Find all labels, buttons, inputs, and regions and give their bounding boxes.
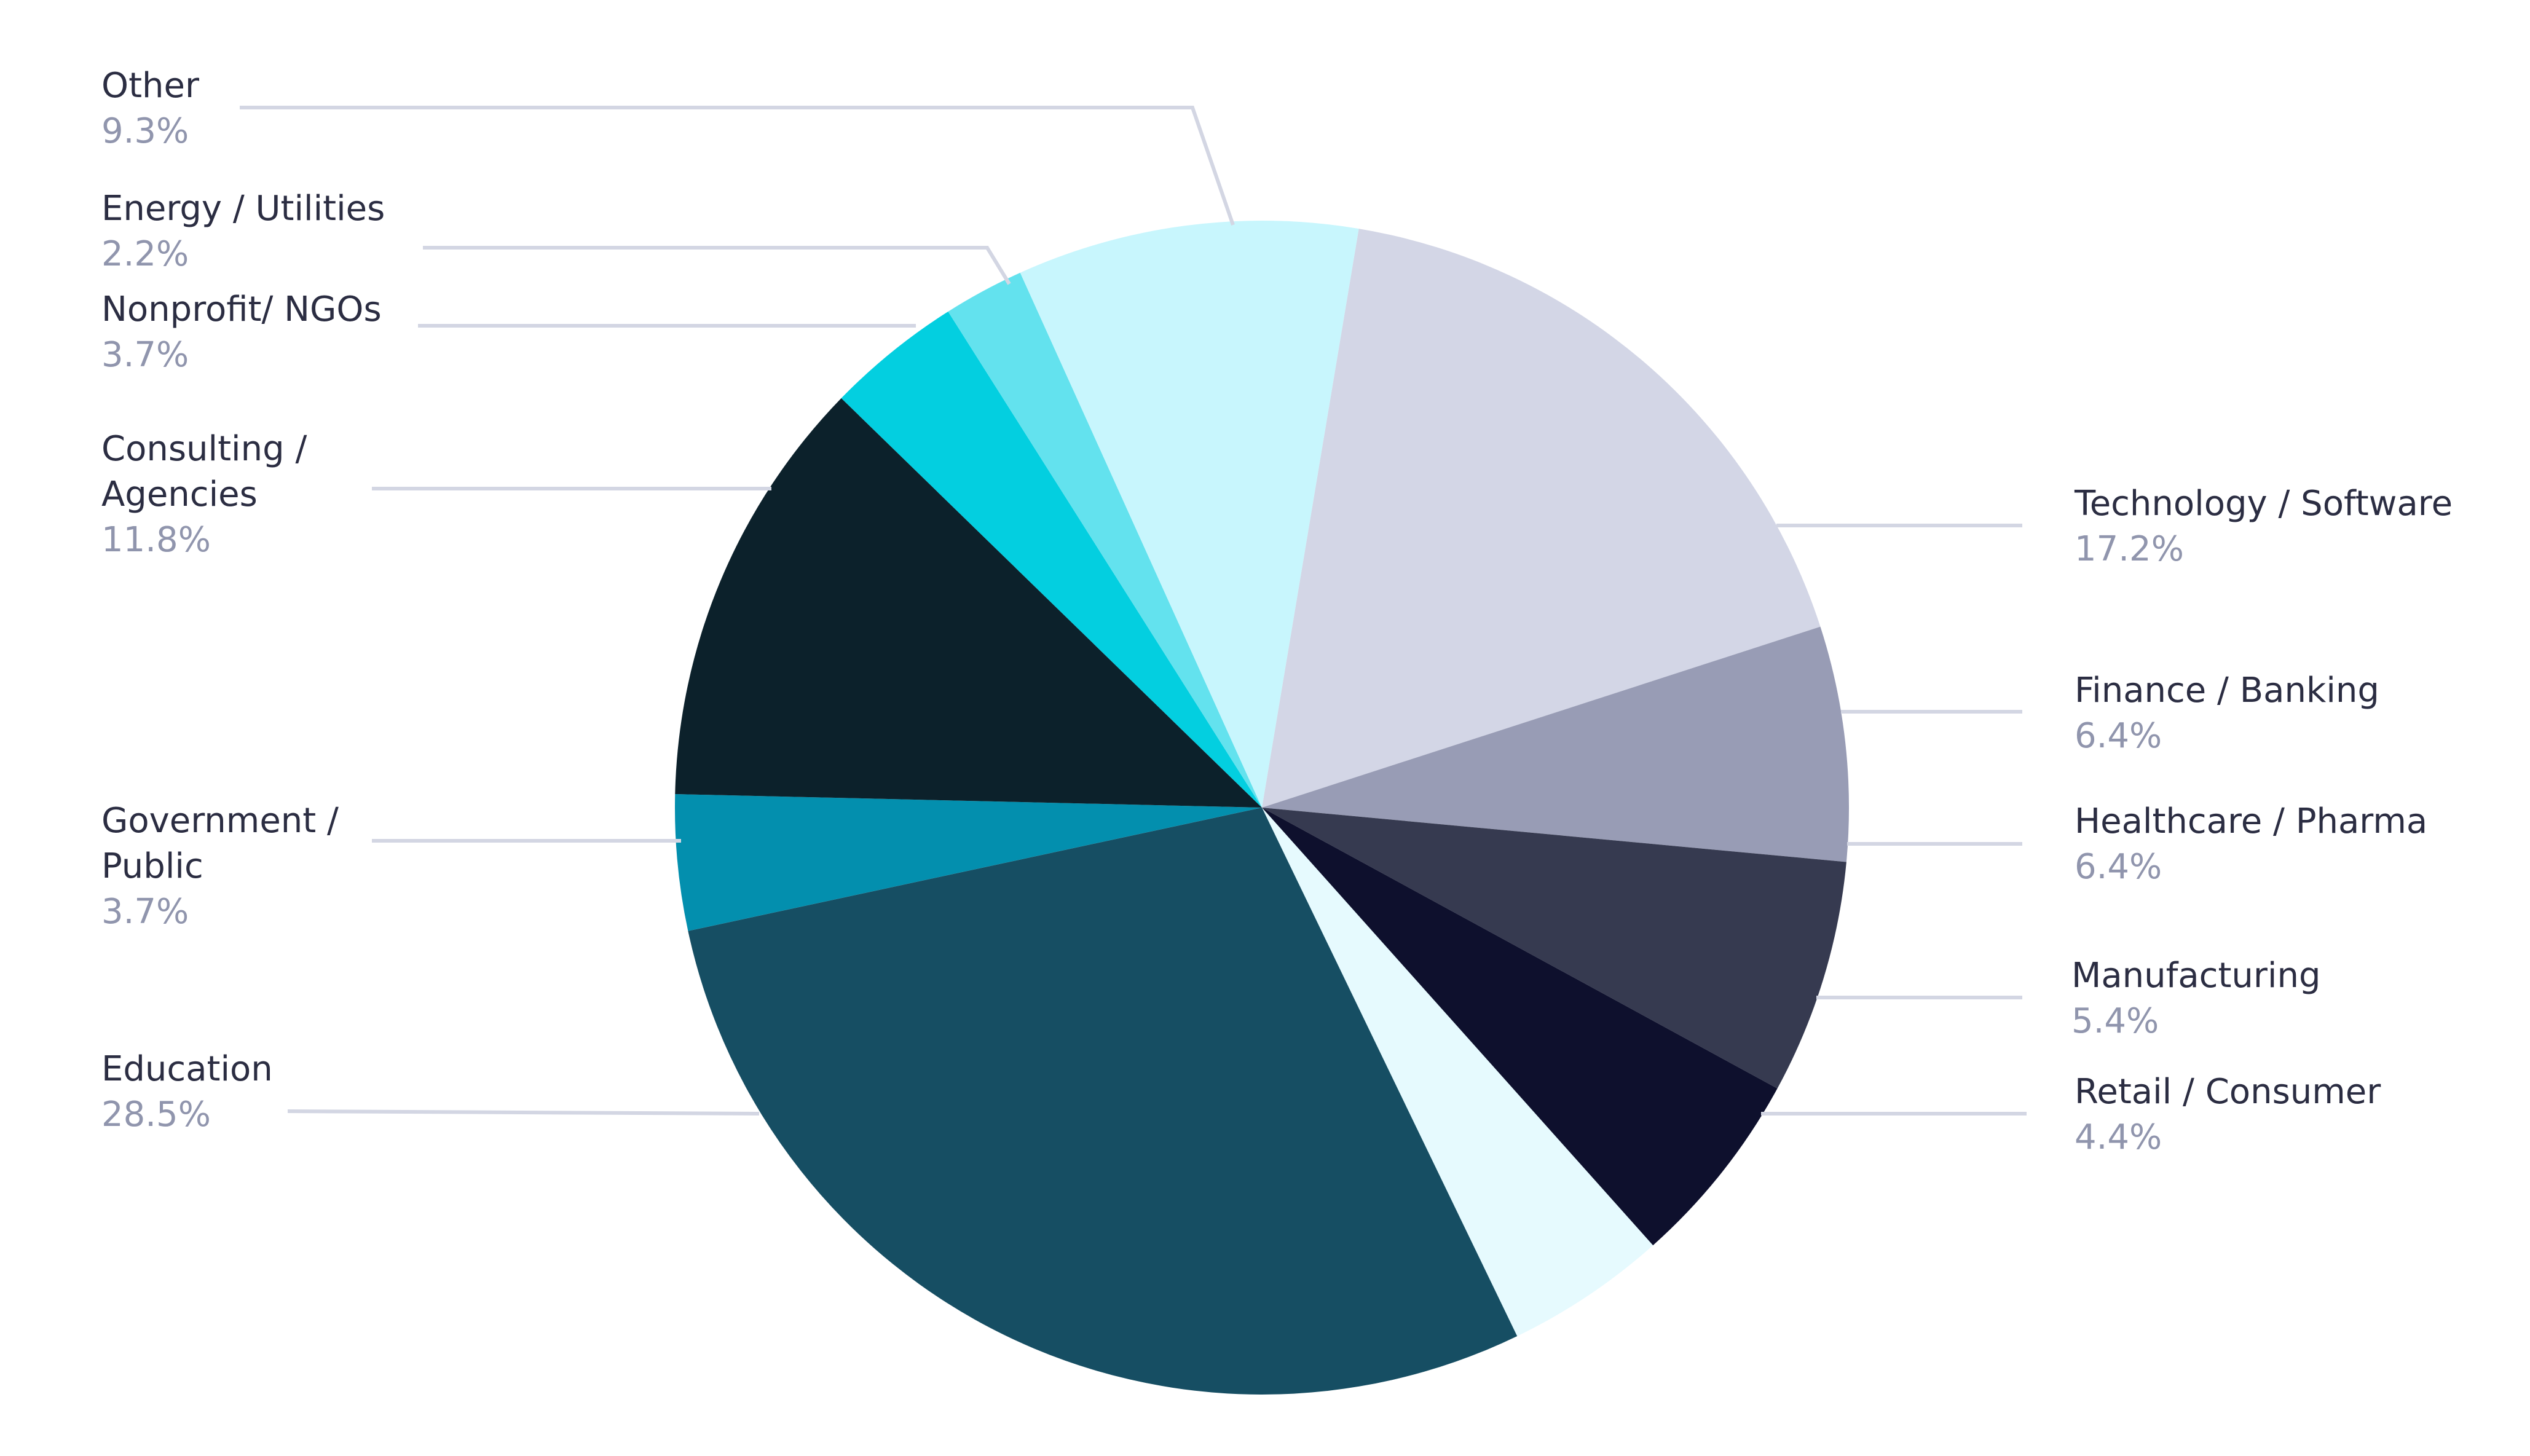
slice-label-retail-consumer: Retail / Consumer	[2075, 1072, 2381, 1112]
slice-percent-healthcare-pharma: 6.4%	[2075, 847, 2162, 887]
slice-label-technology-software: Technology / Software	[2074, 484, 2453, 524]
leader-line-other	[240, 106, 1235, 226]
slice-percent-finance-banking: 6.4%	[2075, 716, 2162, 756]
pie-slice-manufacturing	[1262, 808, 1778, 1246]
slice-percent-other: 9.3%	[101, 111, 189, 151]
slice-labels: Technology / Software 17.2% Finance / Bank…	[101, 66, 2453, 1157]
slice-label-finance-banking: Finance / Banking	[2075, 671, 2379, 710]
slice-label-consulting-agencies: Consulting / Agencies	[101, 429, 307, 514]
slice-percent-government-public: 3.7%	[101, 892, 189, 932]
pie-slice-consulting-agencies	[675, 398, 1262, 808]
slice-percent-consulting-agencies: 11.8%	[101, 520, 211, 560]
slice-label-healthcare-pharma: Healthcare / Pharma	[2075, 801, 2427, 841]
pie-slice-finance-banking	[1262, 626, 1850, 862]
pie-slice-retail-consumer	[1262, 808, 1653, 1336]
pie-slice-technology-software	[1262, 229, 1821, 808]
pie-slice-education	[688, 808, 1518, 1395]
slice-percent-retail-consumer: 4.4%	[2075, 1117, 2162, 1157]
pie-slice-healthcare-pharma	[1262, 808, 1846, 1089]
slice-label-other: Other	[101, 66, 200, 106]
slice-label-energy-utilities: Energy / Utilities	[101, 189, 385, 229]
pie-slice-energy-utilities	[948, 272, 1262, 808]
slice-label-education: Education	[101, 1049, 273, 1089]
pie-slice-government-public	[674, 794, 1262, 931]
pie-slices	[674, 221, 1850, 1395]
slice-percent-education: 28.5%	[101, 1095, 211, 1135]
slice-label-manufacturing: Manufacturing	[2071, 956, 2321, 996]
leader-line-energy-utilities	[423, 246, 1011, 285]
slice-percent-nonprofit-ngos: 3.7%	[101, 335, 189, 375]
pie-slice-nonprofit-ngos	[841, 311, 1262, 808]
slice-label-government-public: Government / Public	[101, 801, 339, 886]
slice-label-nonprofit-ngos: Nonprofit/ NGOs	[101, 289, 382, 329]
pie-slice-other	[1020, 221, 1359, 808]
slice-percent-manufacturing: 5.4%	[2071, 1001, 2159, 1041]
slice-percent-technology-software: 17.2%	[2075, 529, 2184, 569]
slice-percent-energy-utilities: 2.2%	[101, 234, 189, 274]
leader-lines	[240, 106, 2027, 1116]
leader-line-education	[287, 1109, 760, 1116]
